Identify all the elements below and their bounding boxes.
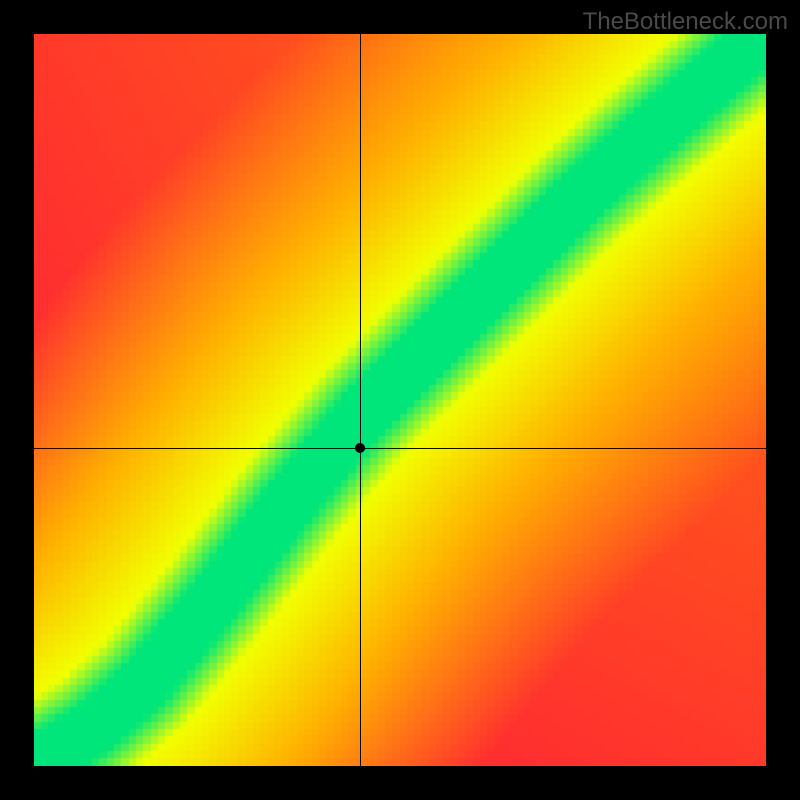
crosshair-vertical	[360, 34, 361, 766]
heatmap-canvas	[34, 34, 766, 766]
watermark-text: TheBottleneck.com	[583, 8, 788, 36]
crosshair-marker	[355, 443, 365, 453]
heatmap-plot	[34, 34, 766, 766]
crosshair-horizontal	[34, 448, 766, 449]
